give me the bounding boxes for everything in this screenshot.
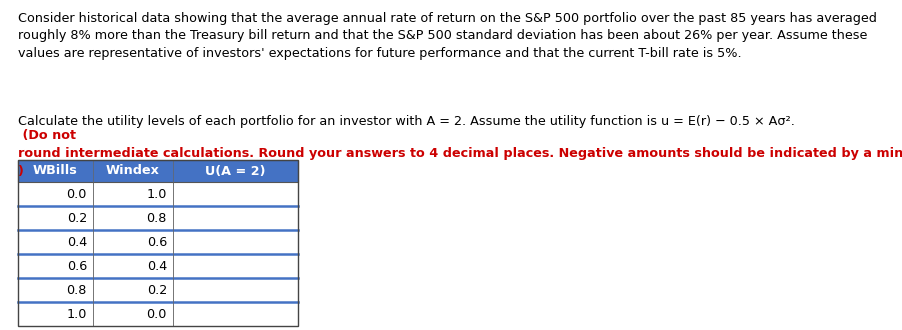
Bar [18, 254, 93, 278]
Text: U(A = 2): U(A = 2) [205, 164, 265, 178]
Bar [173, 302, 298, 326]
Text: Calculate the utility levels of each portfolio for an investor with A = 2. Assum: Calculate the utility levels of each por… [18, 115, 794, 128]
Text: 0.8: 0.8 [146, 212, 167, 224]
Text: 0.2: 0.2 [147, 283, 167, 296]
Text: (Do not
round intermediate calculations. Round your answers to 4 decimal places.: (Do not round intermediate calculations.… [18, 129, 902, 178]
Bar [173, 182, 298, 206]
Text: WBills: WBills [33, 164, 78, 178]
Bar [93, 160, 173, 182]
Text: 0.0: 0.0 [146, 308, 167, 320]
Text: 1.0: 1.0 [67, 308, 87, 320]
Bar [18, 160, 93, 182]
Bar [93, 182, 173, 206]
Bar [93, 278, 173, 302]
Bar [93, 302, 173, 326]
Bar [18, 230, 93, 254]
Bar [93, 230, 173, 254]
Bar [18, 302, 93, 326]
Bar [18, 160, 298, 326]
Bar [173, 254, 298, 278]
Bar [173, 160, 298, 182]
Text: 0.4: 0.4 [147, 259, 167, 273]
Text: Windex: Windex [106, 164, 160, 178]
Text: 0.6: 0.6 [67, 259, 87, 273]
Bar [173, 230, 298, 254]
Text: 0.6: 0.6 [147, 236, 167, 248]
Bar [93, 206, 173, 230]
Bar [18, 160, 298, 182]
Text: 0.2: 0.2 [67, 212, 87, 224]
Bar [93, 254, 173, 278]
Bar [18, 206, 93, 230]
Bar [18, 278, 93, 302]
Text: 0.0: 0.0 [67, 187, 87, 201]
Bar [173, 206, 298, 230]
Text: 1.0: 1.0 [146, 187, 167, 201]
Bar [173, 278, 298, 302]
Text: Consider historical data showing that the average annual rate of return on the S: Consider historical data showing that th… [18, 12, 876, 60]
Bar [18, 182, 93, 206]
Text: 0.4: 0.4 [67, 236, 87, 248]
Text: 0.8: 0.8 [67, 283, 87, 296]
